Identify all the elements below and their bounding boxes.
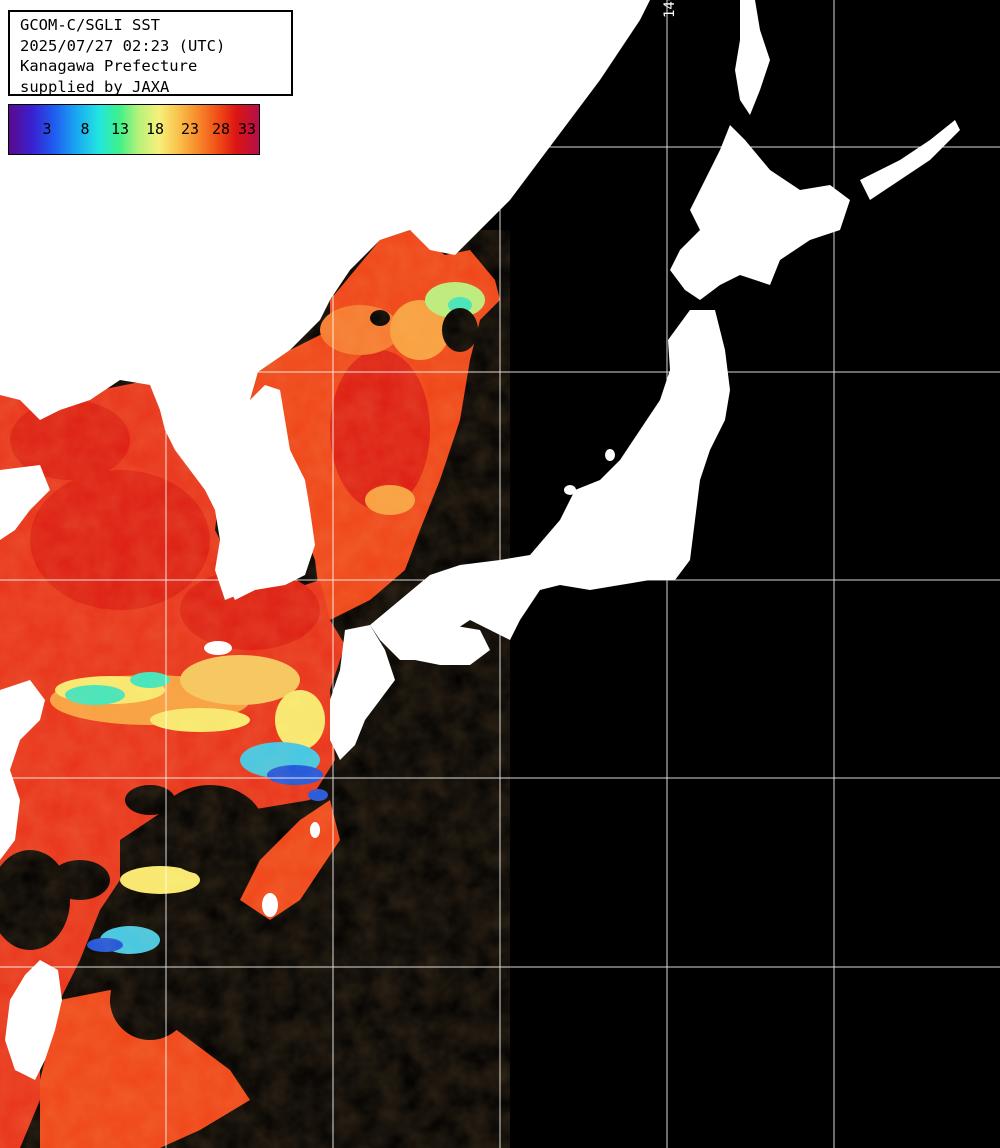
colorbar-labels: 3 8 13 18 23 28 33 (9, 105, 259, 154)
land-shandong (0, 465, 50, 540)
colorbar-tick-label: 18 (145, 120, 165, 138)
land-island (564, 485, 576, 495)
land-honshu (370, 310, 730, 660)
observation-datetime: 2025/07/27 02:23 (UTC) (20, 36, 226, 55)
land-taiwan (5, 960, 62, 1080)
colorbar-tick-label: 8 (80, 120, 90, 138)
land-island (605, 449, 615, 461)
land-kyushu (330, 625, 395, 760)
data-supplier: supplied by JAXA (20, 77, 170, 96)
land-island (262, 893, 278, 917)
land-shikoku (410, 625, 490, 665)
latitude-label: 40N (10, 353, 36, 369)
product-title: GCOM-C/SGLI SST (20, 16, 160, 34)
temperature-colorbar: 3 8 13 18 23 28 33 (8, 104, 260, 155)
land-kurils (860, 120, 960, 200)
land-liaodong (30, 335, 75, 380)
land-hokkaido (670, 125, 850, 300)
info-box: GCOM-C/SGLI SST 2025/07/27 02:23 (UTC) K… (8, 10, 293, 96)
land-korea (222, 385, 315, 600)
land-island (161, 346, 169, 354)
land-sakhalin (735, 0, 770, 115)
region-name: Kanagawa Prefecture (20, 57, 198, 75)
colorbar-tick-label: 23 (180, 120, 200, 138)
land-island (398, 127, 422, 163)
land-jeju (204, 641, 232, 655)
land-island (310, 822, 320, 838)
colorbar-tick-label: 33 (237, 120, 257, 138)
colorbar-tick-label: 28 (211, 120, 231, 138)
colorbar-tick-label: 13 (110, 120, 130, 138)
longitude-label: 140E (662, 0, 678, 18)
colorbar-tick-label: 3 (42, 120, 52, 138)
land-china-east (0, 680, 45, 860)
